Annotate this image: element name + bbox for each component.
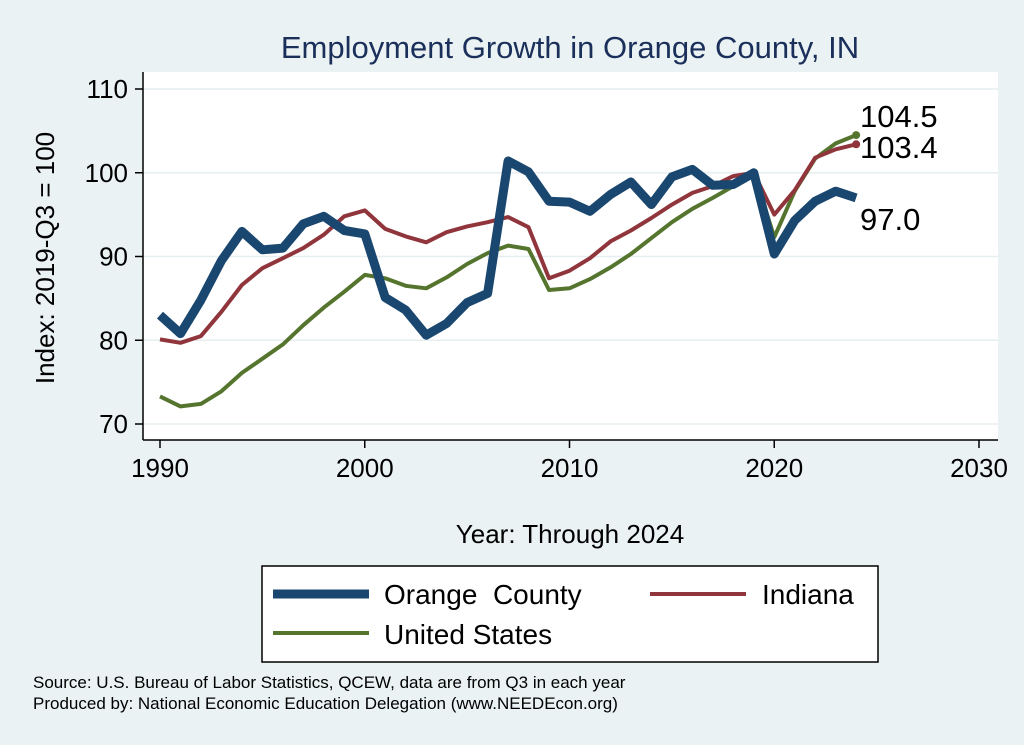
end-label-united-states: 104.5 bbox=[860, 99, 938, 134]
source-note: Source: U.S. Bureau of Labor Statistics,… bbox=[33, 673, 626, 692]
producer-note: Produced by: National Economic Education… bbox=[33, 694, 618, 713]
x-tick-label: 2020 bbox=[745, 453, 803, 483]
x-axis-ticks: 1990 2000 2010 2020 2030 bbox=[131, 440, 1008, 483]
series-line-indiana bbox=[159, 142, 857, 345]
end-label-indiana: 103.4 bbox=[860, 130, 938, 165]
series-lines bbox=[156, 131, 861, 409]
legend: Orange County Indiana United States bbox=[261, 565, 879, 663]
legend-box bbox=[261, 565, 879, 663]
gridlines bbox=[143, 88, 998, 425]
end-label-orange-county: 97.0 bbox=[860, 202, 920, 237]
x-tick-label: 2000 bbox=[336, 453, 394, 483]
x-axis-label: Year: Through 2024 bbox=[456, 519, 684, 549]
x-tick-label: 1990 bbox=[131, 453, 189, 483]
x-tick-label: 2010 bbox=[541, 453, 599, 483]
end-point-united-states bbox=[852, 131, 861, 140]
y-tick-label: 110 bbox=[87, 74, 128, 104]
legend-label-indiana: Indiana bbox=[762, 579, 854, 610]
end-point-indiana bbox=[852, 140, 861, 149]
x-tick-label: 2030 bbox=[950, 453, 1008, 483]
legend-label-united-states: United States bbox=[384, 619, 552, 650]
y-tick-label: 100 bbox=[85, 158, 128, 188]
y-axis-label: Index: 2019-Q3 = 100 bbox=[30, 132, 60, 384]
chart-title: Employment Growth in Orange County, IN bbox=[281, 30, 859, 65]
y-tick-label: 90 bbox=[99, 242, 128, 272]
legend-label-orange-county: Orange County bbox=[384, 579, 582, 610]
y-tick-label: 80 bbox=[99, 325, 128, 355]
y-tick-label: 70 bbox=[99, 409, 128, 439]
series-line-orange-county bbox=[156, 156, 858, 340]
y-axis-ticks: 70 80 90 100 110 bbox=[85, 74, 143, 439]
